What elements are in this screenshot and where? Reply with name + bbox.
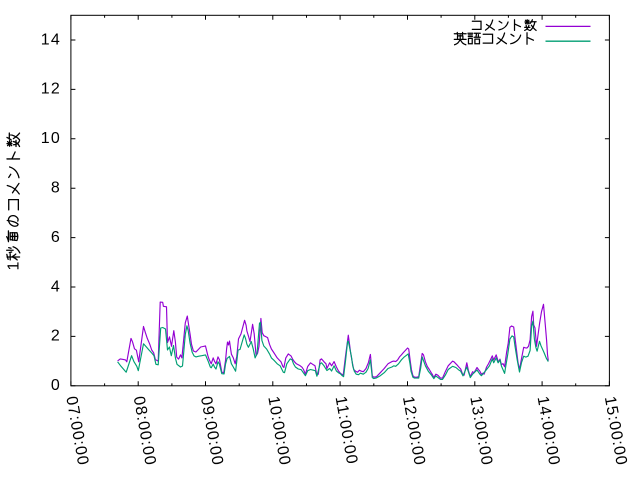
svg-text:12: 12: [41, 81, 61, 98]
svg-text:1: 1: [6, 262, 23, 271]
svg-text:6: 6: [51, 229, 61, 246]
svg-text:2: 2: [51, 328, 61, 345]
svg-text:14: 14: [41, 31, 61, 48]
svg-text:0: 0: [51, 377, 61, 394]
svg-text:4: 4: [51, 278, 61, 295]
svg-text:8: 8: [51, 180, 61, 197]
svg-text:10: 10: [41, 130, 61, 147]
